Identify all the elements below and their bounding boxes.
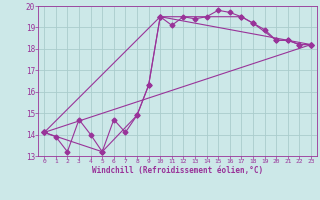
X-axis label: Windchill (Refroidissement éolien,°C): Windchill (Refroidissement éolien,°C) — [92, 166, 263, 175]
